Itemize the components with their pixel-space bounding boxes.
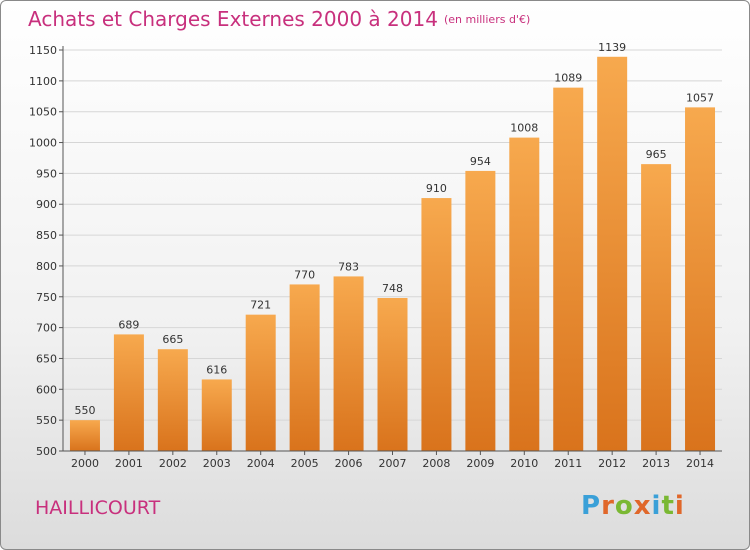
- x-tick-label: 2001: [115, 457, 143, 470]
- bar-value-label: 1008: [510, 122, 538, 135]
- y-tick-label: 950: [36, 167, 57, 180]
- bar: [597, 56, 628, 451]
- logo-letter: i: [674, 491, 685, 521]
- bar: [685, 107, 716, 452]
- x-tick-label: 2002: [159, 457, 187, 470]
- bar-value-label: 1057: [686, 91, 714, 104]
- bar-value-label: 1089: [554, 72, 582, 85]
- chart-subtitle: (en milliers d'€): [443, 13, 531, 26]
- bar: [465, 170, 496, 451]
- y-tick-label: 1100: [29, 75, 57, 88]
- y-tick-label: 650: [36, 352, 57, 365]
- y-tick-label: 1000: [29, 137, 57, 150]
- bar: [69, 420, 100, 451]
- x-tick-label: 2006: [335, 457, 363, 470]
- x-tick-label: 2000: [71, 457, 99, 470]
- x-tick-label: 2008: [422, 457, 450, 470]
- bar: [377, 298, 408, 451]
- bar-value-label: 965: [646, 148, 667, 161]
- logo-letter: i: [651, 491, 662, 521]
- y-tick-label: 850: [36, 229, 57, 242]
- bar: [333, 276, 364, 451]
- y-tick-label: 900: [36, 198, 57, 211]
- bar: [553, 87, 584, 451]
- x-tick-label: 2012: [598, 457, 626, 470]
- bar: [421, 198, 452, 451]
- logo-letter: o: [614, 491, 634, 521]
- proxiti-logo: Proxiti: [581, 491, 685, 521]
- y-tick-label: 500: [36, 445, 57, 458]
- logo-letter: r: [601, 491, 615, 521]
- bar-value-label: 665: [162, 333, 183, 346]
- bar-value-label: 689: [118, 318, 139, 331]
- logo-letter: t: [661, 491, 675, 521]
- bar-value-label: 616: [206, 363, 227, 376]
- y-tick-label: 700: [36, 322, 57, 335]
- x-tick-label: 2005: [291, 457, 319, 470]
- chart-title-text: Achats et Charges Externes 2000 à 2014: [28, 7, 438, 31]
- y-tick-label: 1050: [29, 106, 57, 119]
- bar-value-label: 770: [294, 268, 315, 281]
- x-tick-label: 2009: [466, 457, 494, 470]
- bar-value-label: 954: [470, 155, 491, 168]
- location-label: HAILLICOURT: [35, 497, 161, 519]
- x-tick-label: 2011: [554, 457, 582, 470]
- bar: [509, 137, 540, 451]
- y-tick-label: 750: [36, 291, 57, 304]
- x-tick-label: 2004: [247, 457, 275, 470]
- logo-letter: x: [633, 491, 652, 521]
- bar-value-label: 910: [426, 182, 447, 195]
- x-tick-label: 2003: [203, 457, 231, 470]
- bar-value-label: 721: [250, 299, 271, 312]
- bar-value-label: 1139: [598, 41, 626, 54]
- x-tick-label: 2007: [379, 457, 407, 470]
- x-tick-label: 2014: [686, 457, 714, 470]
- chart-title: Achats et Charges Externes 2000 à 2014 (e…: [28, 7, 530, 31]
- bar: [157, 349, 188, 451]
- y-tick-label: 1150: [29, 44, 57, 57]
- bar-value-label: 550: [74, 404, 95, 417]
- bar-value-label: 783: [338, 260, 359, 273]
- x-tick-label: 2013: [642, 457, 670, 470]
- logo-letter: P: [581, 491, 602, 521]
- y-tick-label: 550: [36, 414, 57, 427]
- bar: [245, 314, 276, 451]
- bar-value-label: 748: [382, 282, 403, 295]
- bar: [289, 284, 320, 451]
- y-tick-label: 800: [36, 260, 57, 273]
- bar: [113, 334, 144, 451]
- x-tick-label: 2010: [510, 457, 538, 470]
- bar: [641, 164, 672, 451]
- y-tick-label: 600: [36, 383, 57, 396]
- bar: [201, 379, 232, 451]
